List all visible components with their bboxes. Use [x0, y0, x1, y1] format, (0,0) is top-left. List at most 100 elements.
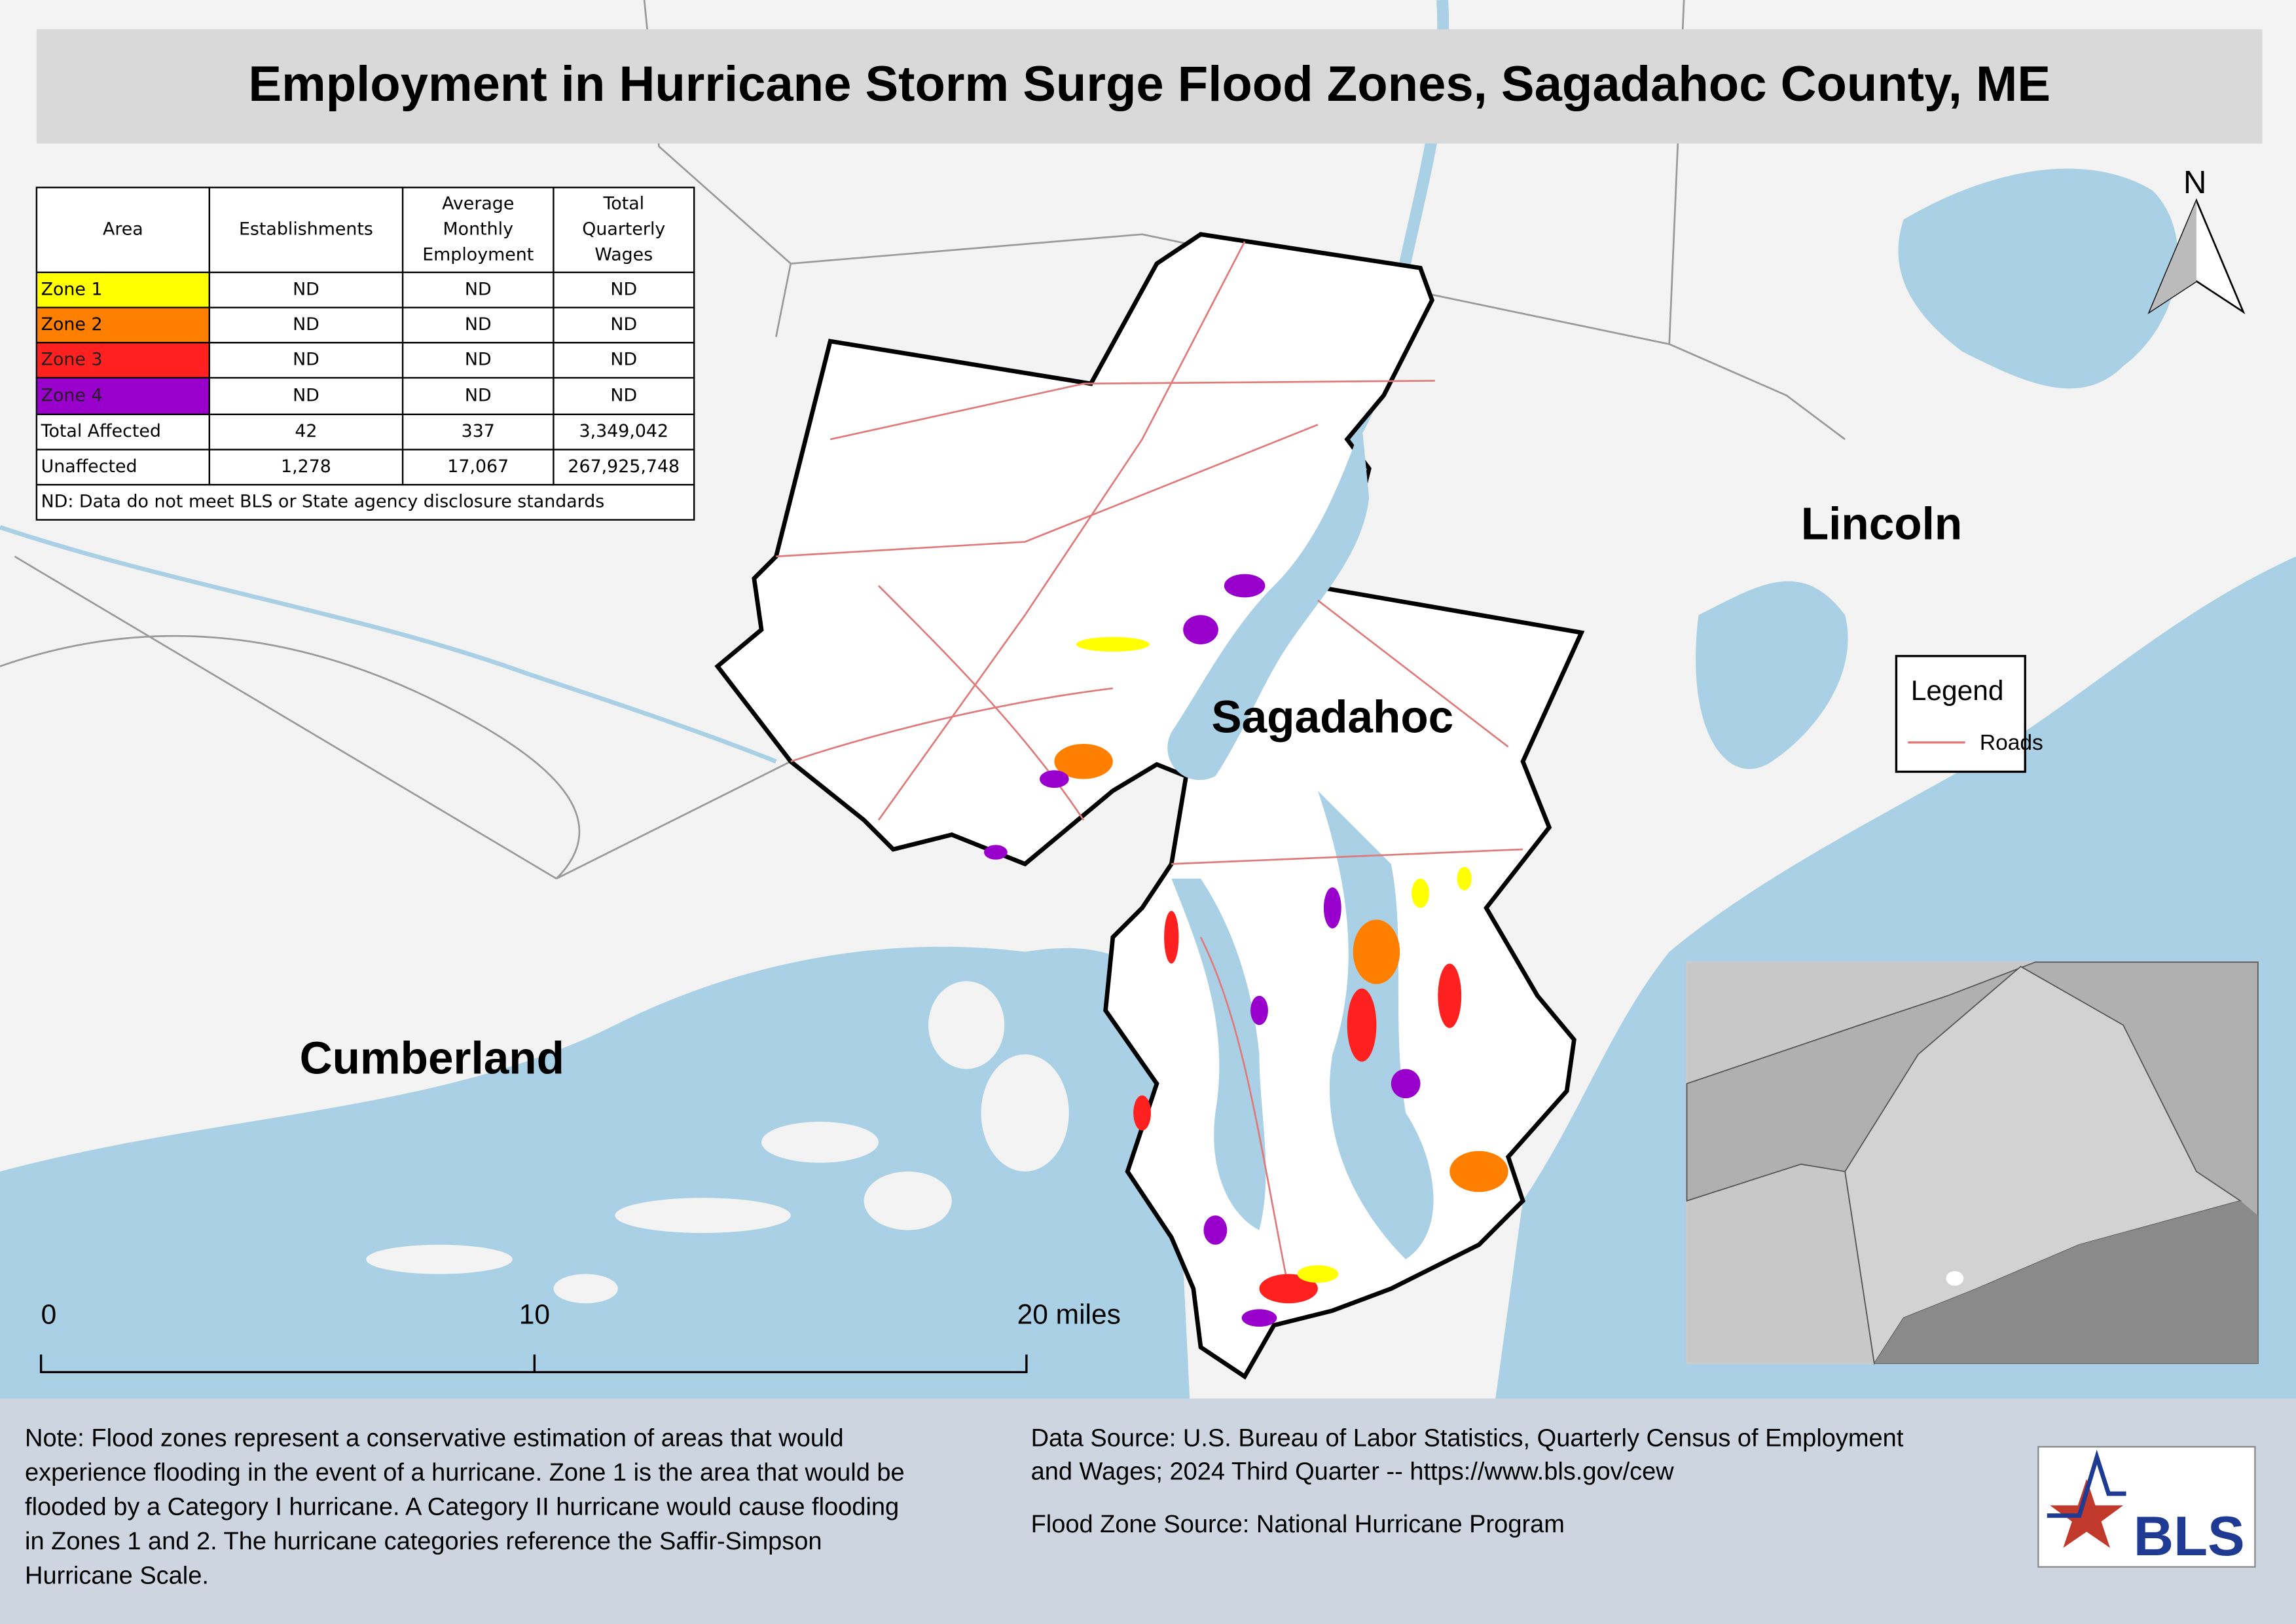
table-value: ND [293, 314, 319, 335]
scale-label: 0 [41, 1300, 57, 1331]
table-header: Area [103, 219, 143, 240]
table-value: ND [465, 314, 492, 335]
scale-bar [39, 1354, 1028, 1374]
flood-zone [1412, 878, 1429, 908]
data-table: Area Establishments Average Monthly Employme… [35, 187, 695, 521]
table-row-label: Zone 3 [41, 350, 103, 370]
table-header: Quarterly [582, 219, 665, 240]
scale-label: 20 miles [1017, 1300, 1121, 1331]
flood-zone [1076, 637, 1150, 652]
island [864, 1171, 952, 1230]
source-text: and Wages; 2024 Third Quarter -- https:/… [1031, 1458, 1675, 1486]
table-header: Wages [594, 245, 653, 265]
table-header: Employment [422, 245, 534, 265]
island [615, 1198, 791, 1233]
area-label: Cumberland [300, 1033, 564, 1084]
flood-zone [1259, 1274, 1318, 1304]
scale-label: 10 [519, 1300, 550, 1331]
bay [1898, 168, 2178, 389]
table-value: ND [610, 350, 637, 370]
flood-zone [1164, 910, 1179, 964]
flood-zone [1183, 615, 1218, 644]
legend-item: Roads [1980, 731, 2043, 755]
river-water [1167, 424, 1370, 781]
table-value: ND [293, 279, 319, 299]
island [928, 981, 1005, 1069]
title-bar [36, 29, 2263, 144]
table-value: 337 [462, 421, 495, 441]
river [0, 525, 777, 764]
map-title: Employment in Hurricane Storm Surge Floo… [248, 56, 2050, 112]
table-row-label: Zone 2 [41, 314, 103, 335]
bay [1696, 581, 1848, 769]
road [829, 380, 1435, 441]
note-text: experience flooding in the event of a hu… [25, 1459, 905, 1486]
area-label: Sagadahoc [1211, 692, 1453, 743]
table-value: 3,349,042 [579, 421, 669, 441]
flood-zone [1133, 1095, 1151, 1131]
logo-chart-line [2047, 1449, 2126, 1518]
table-value: ND [465, 385, 492, 405]
table-header: Average [442, 193, 514, 213]
source-text: Data Source: U.S. Bureau of Labor Statis… [1031, 1424, 1904, 1452]
table-value: 267,925,748 [568, 456, 680, 477]
flood-zone [1297, 1265, 1339, 1283]
legend-box [1895, 655, 2026, 773]
table-row-label: Zone 4 [41, 385, 103, 405]
flood-zone [1457, 866, 1472, 891]
table-value: 1,278 [281, 456, 331, 477]
flood-zone [1391, 1069, 1421, 1099]
flood-source: Flood Zone Source: National Hurricane Pr… [1031, 1511, 1565, 1538]
table-value: ND [610, 385, 637, 405]
island [761, 1121, 879, 1163]
table-value: ND [610, 279, 637, 299]
table-row-label: Zone 1 [41, 279, 103, 299]
table-value: 42 [295, 421, 317, 441]
flood-zone [1039, 770, 1069, 788]
inset-highlight [1946, 1271, 1964, 1286]
note-text: Hurricane Scale. [25, 1562, 209, 1589]
table-row-label: Total Affected [41, 421, 161, 441]
flood-zone [1250, 995, 1268, 1025]
county-boundary [0, 0, 1846, 879]
flood-zone [1323, 887, 1341, 929]
flood-zone [1224, 574, 1266, 598]
table-footnote: ND: Data do not meet BLS or State agency… [41, 492, 605, 512]
island [553, 1274, 618, 1304]
north-label: N [2183, 164, 2207, 200]
table-cell [35, 484, 695, 521]
inset-maine [1844, 965, 2242, 1365]
area-label: Lincoln [1801, 498, 1962, 549]
island [366, 1244, 513, 1274]
flood-zone [1203, 1215, 1228, 1245]
footer [0, 1398, 2296, 1624]
note-text: Note: Flood zones represent a conservati… [25, 1424, 844, 1452]
island [981, 1054, 1069, 1172]
logo-star [2050, 1479, 2124, 1548]
road [1317, 599, 1509, 748]
logo-text: BLS [2134, 1505, 2245, 1568]
road [1199, 936, 1290, 1289]
flood-zone [1347, 988, 1377, 1062]
flood-zone [1054, 744, 1113, 779]
table-header: Total [602, 193, 644, 213]
note-text: in Zones 1 and 2. The hurricane categori… [25, 1528, 822, 1555]
flood-zone [1241, 1309, 1277, 1327]
estuary [1171, 878, 1266, 1230]
road [790, 687, 1113, 763]
flood-zone [1353, 919, 1400, 984]
table-value: ND [610, 314, 637, 335]
table-value: ND [293, 350, 319, 370]
table-header: Monthly [443, 219, 514, 240]
table-value: ND [293, 385, 319, 405]
table-cell [35, 342, 210, 379]
flood-zone [1449, 1151, 1508, 1192]
legend-title: Legend [1911, 676, 2004, 707]
flood-zone [1438, 963, 1462, 1028]
table-header: Establishments [239, 219, 373, 240]
table-value: ND [465, 350, 492, 370]
inset-ocean [1874, 1200, 2258, 1363]
note-text: flooded by a Category I hurricane. A Cat… [25, 1493, 899, 1521]
table-row-label: Unaffected [41, 456, 137, 477]
